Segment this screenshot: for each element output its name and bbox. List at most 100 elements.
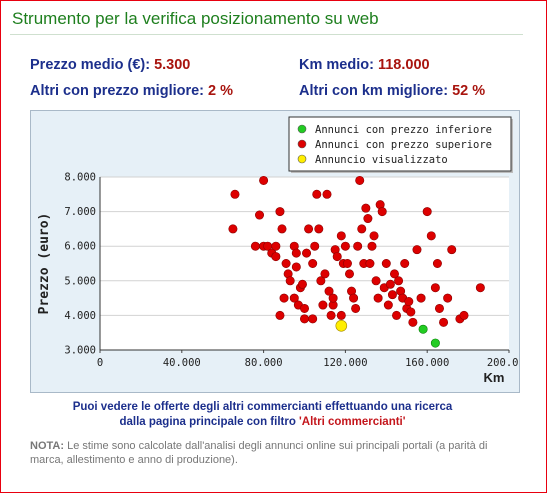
data-point bbox=[271, 241, 281, 251]
better-km-value: 52 % bbox=[452, 83, 486, 99]
data-point bbox=[310, 241, 320, 251]
data-point bbox=[344, 269, 354, 279]
x-tick-label: 80.000 bbox=[245, 357, 283, 369]
data-point bbox=[271, 252, 281, 262]
y-tick-label: 3.000 bbox=[64, 345, 96, 357]
y-tick-label: 7.000 bbox=[64, 206, 96, 218]
x-tick-label: 0 bbox=[97, 357, 103, 369]
data-point bbox=[336, 310, 346, 320]
legend-viewed-label: Annuncio visualizzato bbox=[315, 154, 448, 166]
data-point bbox=[430, 338, 440, 348]
data-point bbox=[447, 245, 457, 255]
data-point bbox=[371, 276, 381, 286]
note-text: Le stime sono calcolate dall'analisi deg… bbox=[30, 440, 488, 466]
data-point bbox=[377, 207, 387, 217]
x-axis-title: Km bbox=[484, 370, 505, 385]
data-point bbox=[255, 210, 265, 220]
y-tick-label: 6.000 bbox=[64, 241, 96, 253]
data-point bbox=[230, 189, 240, 199]
search-hint-message: Puoi vedere le offerte degli altri comme… bbox=[14, 400, 511, 430]
data-point bbox=[408, 317, 418, 327]
filter-name: 'Altri commercianti' bbox=[299, 416, 406, 428]
data-point bbox=[228, 224, 238, 234]
data-point bbox=[277, 224, 287, 234]
data-point bbox=[363, 214, 373, 224]
data-point bbox=[285, 276, 295, 286]
search-hint-line1: Puoi vedere le offerte degli altri comme… bbox=[72, 401, 453, 413]
data-point bbox=[332, 252, 342, 262]
data-point bbox=[342, 259, 352, 269]
scatter-chart-svg: 3.000 4.000 5.000 6.000 7.000 8.000 0 40.000 80.… bbox=[37, 116, 519, 385]
data-point bbox=[392, 310, 402, 320]
data-point bbox=[279, 293, 289, 303]
title-divider bbox=[10, 34, 523, 35]
data-point bbox=[373, 293, 383, 303]
data-point bbox=[434, 303, 444, 313]
data-point bbox=[353, 241, 363, 251]
data-point bbox=[297, 279, 307, 289]
data-point bbox=[367, 241, 377, 251]
data-point bbox=[369, 231, 379, 241]
data-point bbox=[383, 300, 393, 310]
data-point bbox=[439, 317, 449, 327]
x-tick-label: 120.000 bbox=[323, 357, 367, 369]
data-point bbox=[443, 293, 453, 303]
search-hint-line2: dalla pagina principale con filtro 'Altr… bbox=[14, 415, 511, 430]
data-point bbox=[385, 279, 395, 289]
avg-km-stat: Km medio: 118.000 bbox=[299, 57, 430, 73]
note: NOTA: Le stime sono calcolate dall'anali… bbox=[30, 439, 520, 467]
y-axis-title: Prezzo (euro) bbox=[37, 213, 52, 315]
data-point bbox=[318, 300, 328, 310]
avg-km-value: 118.000 bbox=[377, 57, 430, 73]
search-hint-prefix: dalla pagina principale con filtro bbox=[119, 416, 300, 428]
better-price-value: 2 % bbox=[208, 83, 234, 99]
data-point bbox=[406, 307, 416, 317]
data-point bbox=[416, 293, 426, 303]
data-point bbox=[322, 189, 332, 199]
better-km-stat: Altri con km migliore: 52 % bbox=[299, 83, 485, 99]
data-point bbox=[335, 319, 348, 332]
data-point bbox=[328, 293, 338, 303]
x-tick-label: 200.000 bbox=[487, 357, 519, 369]
data-point bbox=[355, 175, 365, 185]
legend-viewed-marker bbox=[297, 154, 307, 164]
data-point bbox=[275, 207, 285, 217]
data-point bbox=[289, 293, 299, 303]
avg-price-stat: Prezzo medio (€): 5.300 bbox=[30, 57, 190, 73]
better-km-label: Altri con km migliore: bbox=[299, 83, 449, 99]
data-point bbox=[394, 276, 404, 286]
data-point bbox=[361, 203, 371, 213]
data-point bbox=[459, 310, 469, 320]
data-point bbox=[259, 175, 269, 185]
avg-km-label: Km medio: bbox=[299, 57, 374, 73]
scatter-chart: 3.000 4.000 5.000 6.000 7.000 8.000 0 40.000 80.… bbox=[30, 110, 520, 393]
data-point bbox=[400, 259, 410, 269]
data-point bbox=[299, 314, 309, 324]
data-point bbox=[304, 224, 314, 234]
data-point bbox=[281, 259, 291, 269]
legend-lower-price-label: Annunci con prezzo inferiore bbox=[315, 124, 492, 136]
data-point bbox=[418, 324, 428, 334]
data-point bbox=[308, 259, 318, 269]
y-tick-label: 8.000 bbox=[64, 172, 96, 184]
data-point bbox=[430, 283, 440, 293]
note-label: NOTA: bbox=[30, 440, 65, 452]
data-point bbox=[291, 262, 301, 272]
data-point bbox=[250, 241, 260, 251]
better-price-stat: Altri con prezzo migliore: 2 % bbox=[30, 83, 233, 99]
data-point bbox=[314, 224, 324, 234]
y-tick-label: 4.000 bbox=[64, 310, 96, 322]
x-tick-label: 40.000 bbox=[163, 357, 201, 369]
data-point bbox=[387, 290, 397, 300]
data-point bbox=[351, 303, 361, 313]
y-tick-label: 5.000 bbox=[64, 275, 96, 287]
data-point bbox=[291, 248, 301, 258]
data-point bbox=[426, 231, 436, 241]
data-point bbox=[316, 276, 326, 286]
x-tick-label: 160.000 bbox=[405, 357, 449, 369]
better-price-label: Altri con prezzo migliore: bbox=[30, 83, 205, 99]
data-point bbox=[357, 224, 367, 234]
data-point bbox=[381, 259, 391, 269]
data-point bbox=[324, 286, 334, 296]
page-title: Strumento per la verifica posizionamento… bbox=[12, 9, 379, 28]
